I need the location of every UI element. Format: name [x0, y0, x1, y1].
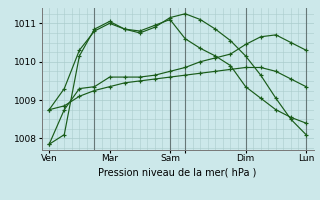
X-axis label: Pression niveau de la mer( hPa ): Pression niveau de la mer( hPa ) — [99, 167, 257, 177]
